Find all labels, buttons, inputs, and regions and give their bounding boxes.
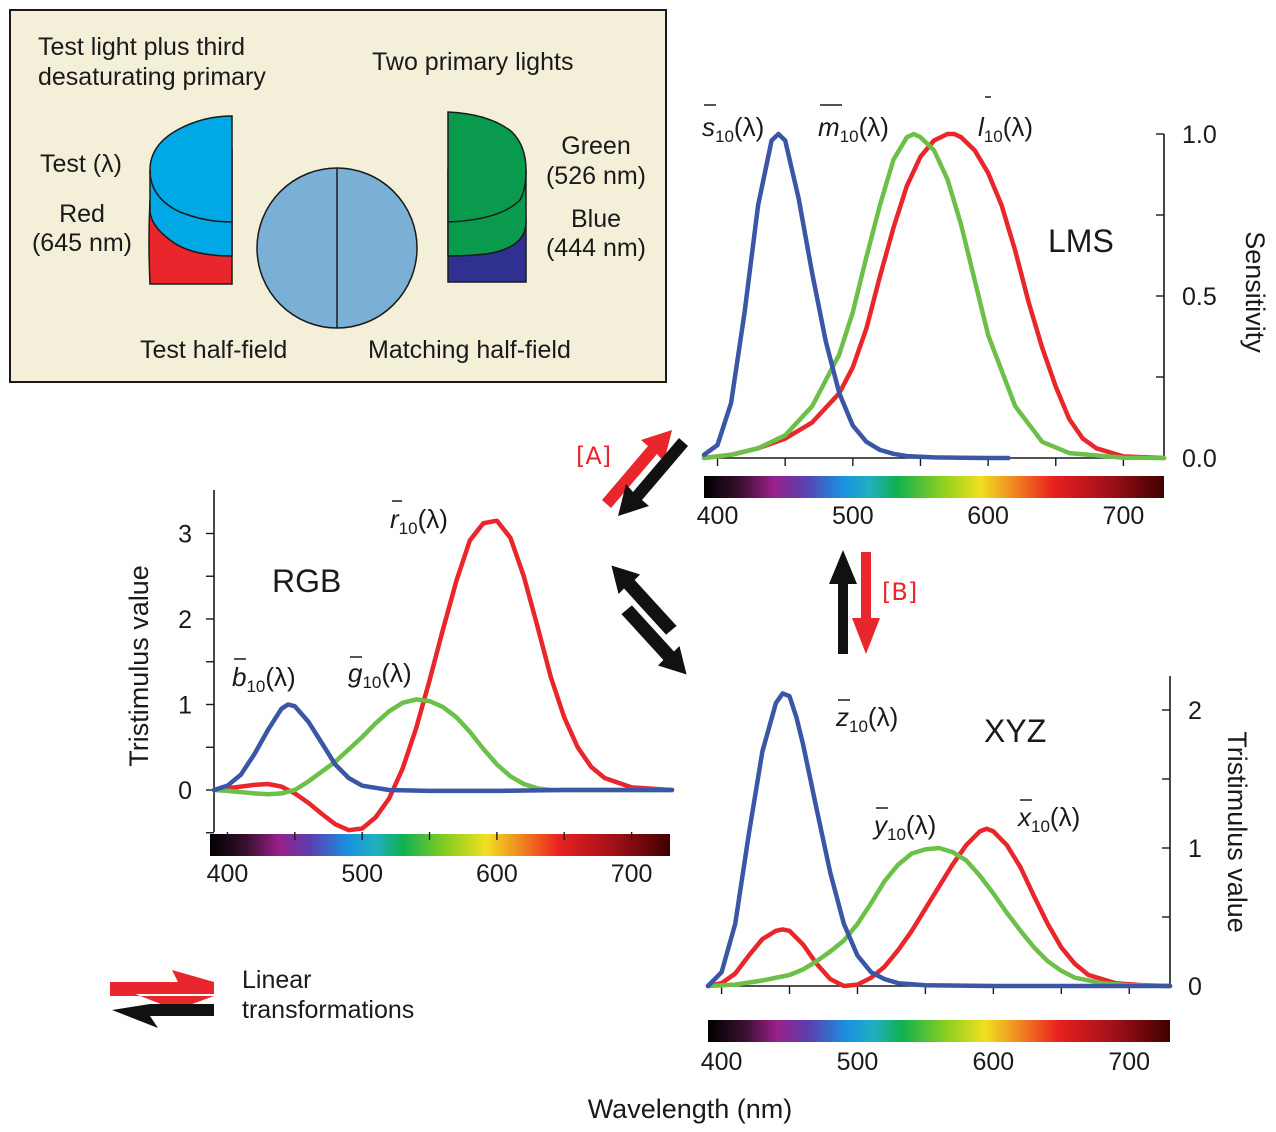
lms-s-label: s10(λ): [702, 112, 764, 146]
xyz-x-tick-label: 700: [1108, 1048, 1150, 1076]
rgb-x-tick-label: 500: [341, 860, 383, 888]
rgb-y-tick-label: 0: [178, 777, 192, 805]
rgb-r-label: r10(λ): [390, 504, 448, 538]
lms-x-tick-label: 400: [697, 502, 739, 530]
lms-series-m: [701, 131, 1167, 461]
arrow-b-black: [829, 550, 857, 654]
legend-red-arrow-head: [110, 970, 214, 994]
arrow-b-red: [852, 552, 880, 654]
arrow-a: [A]: [576, 430, 688, 516]
legend-black-arrow: [112, 1004, 214, 1028]
lms-title: LMS: [1048, 223, 1114, 259]
matching-half-cylinder: [447, 111, 527, 283]
xyz-chart: 400 500 600 700 0 1 2 XYZ Tristimulus value z…: [701, 676, 1252, 1076]
arrow-a-label: [A]: [576, 442, 611, 470]
inset-red-line2: (645 nm): [32, 229, 132, 257]
lms-y-tick-label: 0.0: [1182, 445, 1217, 473]
legend-line2: transformations: [242, 996, 414, 1024]
rgb-series-r: [211, 518, 675, 833]
inset-red-line1: Red: [59, 200, 105, 228]
xyz-series-x: [705, 826, 1173, 989]
xyz-x-tick-label: 500: [837, 1048, 879, 1076]
rgb-spectrum-bar: [210, 834, 670, 856]
rgb-y-label: Tristimulus value: [124, 565, 154, 767]
arrow-a-black: [618, 438, 688, 516]
lms-x-tick-label: 500: [832, 502, 874, 530]
test-disc-rim: [149, 169, 233, 223]
xyz-y-label: Tristimulus value: [1222, 731, 1252, 933]
arrow-rgb-xyz: [608, 562, 690, 678]
rgb-y-tick-label: 3: [178, 521, 192, 549]
inset-test-desat-line2: desaturating primary: [38, 63, 266, 91]
legend: Linear transformations: [110, 966, 414, 1028]
test-half-cylinder: [148, 115, 233, 285]
arrow-c-black-1: [618, 602, 690, 678]
matching-disc-rim: [447, 169, 527, 223]
lms-y-tick-label: 1.0: [1182, 121, 1217, 149]
xyz-z-label: z10(λ): [835, 702, 898, 736]
xyz-y-series-label: y10(λ): [872, 810, 936, 844]
lms-l-label: l10(λ): [978, 112, 1033, 146]
xyz-x-tick-label: 600: [972, 1048, 1014, 1076]
inset-blue-line1: Blue: [571, 205, 621, 233]
rgb-g-label: g10(λ): [348, 658, 412, 692]
lms-series-l: [701, 131, 1167, 461]
rgb-series-g: [211, 697, 675, 797]
inset-two-primary: Two primary lights: [372, 48, 573, 76]
inset-test-desat-line1: Test light plus third: [38, 33, 245, 61]
legend-red-arrow: [110, 984, 214, 1010]
arrow-b: [B]: [829, 550, 917, 654]
xyz-x-tick-label: 400: [701, 1048, 743, 1076]
rgb-x-tick-label: 400: [207, 860, 249, 888]
xyz-series-z: [705, 691, 1173, 989]
lms-series-s: [701, 131, 1011, 461]
inset-test-label: Test (λ): [40, 150, 122, 178]
arrow-c-black-2: [608, 562, 680, 638]
xyz-y-tick-label: 1: [1188, 835, 1202, 863]
lms-spectrum-bar: [704, 476, 1164, 498]
wavelength-label: Wavelength (nm): [588, 1094, 793, 1124]
lms-x-tick-label: 700: [1103, 502, 1145, 530]
rgb-b-label: b10(λ): [232, 662, 296, 696]
inset-blue-line2: (444 nm): [546, 234, 646, 262]
arrow-b-label: [B]: [882, 578, 917, 606]
rgb-y-tick-label: 1: [178, 692, 192, 720]
xyz-spectrum-bar: [708, 1020, 1170, 1042]
rgb-series-b: [211, 702, 675, 794]
inset-green-line1: Green: [561, 132, 630, 160]
xyz-y-tick-label: 0: [1188, 973, 1202, 1001]
rgb-x-tick-label: 700: [611, 860, 653, 888]
xyz-title: XYZ: [984, 713, 1046, 749]
xyz-y-tick-label: 2: [1188, 697, 1202, 725]
inset-panel: Test light plus third desaturating prima…: [9, 9, 667, 383]
rgb-y-tick-label: 2: [178, 606, 192, 634]
lms-y-label: Sensitivity: [1240, 231, 1270, 353]
green-primary-layer: [447, 111, 527, 257]
rgb-title: RGB: [272, 563, 341, 599]
lms-m-label: m10(λ): [818, 112, 889, 146]
inset-green-line2: (526 nm): [546, 162, 646, 190]
inset-test-half: Test half-field: [140, 336, 287, 364]
xyz-series-y: [705, 845, 1173, 989]
rgb-x-tick-label: 600: [476, 860, 518, 888]
lms-y-tick-label: 0.5: [1182, 283, 1217, 311]
arrow-a-red: [602, 430, 672, 508]
inset-matching-half: Matching half-field: [368, 336, 571, 364]
xyz-x-series-label: x10(λ): [1016, 802, 1080, 836]
legend-line1: Linear: [242, 966, 312, 994]
lms-chart: 400 500 600 700 0.0 0.5 1.0 LMS Sensitivity s…: [697, 96, 1270, 530]
lms-x-tick-label: 600: [967, 502, 1009, 530]
